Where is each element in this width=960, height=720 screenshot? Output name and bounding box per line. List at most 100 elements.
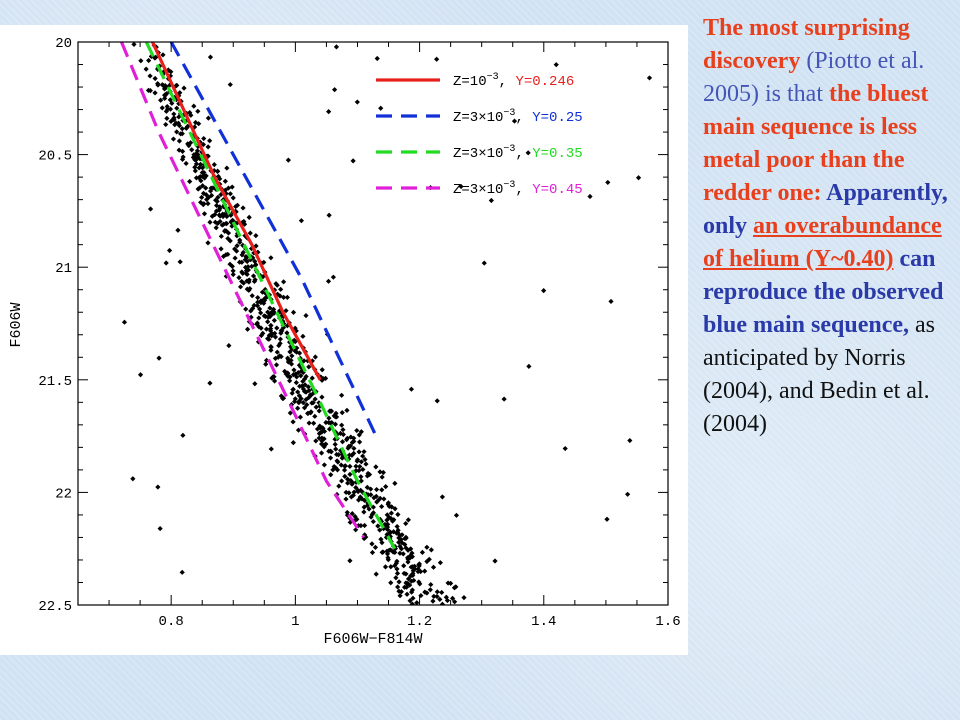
- star-point: [244, 326, 251, 332]
- star-point: [374, 55, 380, 62]
- star-point: [395, 527, 401, 533]
- star-point: [627, 437, 633, 444]
- star-point: [268, 446, 274, 452]
- star-point: [204, 196, 210, 203]
- star-point: [410, 564, 416, 570]
- star-point: [293, 371, 299, 377]
- star-point: [379, 540, 385, 546]
- star-point: [207, 138, 213, 144]
- star-point: [387, 530, 393, 536]
- star-point: [341, 467, 348, 473]
- star-point: [166, 247, 173, 254]
- y-tick-label: 20.5: [38, 149, 72, 165]
- star-point: [306, 388, 312, 394]
- star-point: [185, 141, 191, 147]
- star-point: [358, 459, 364, 465]
- star-point: [299, 368, 305, 374]
- star-point: [227, 238, 233, 244]
- star-point: [265, 314, 271, 320]
- star-point: [392, 480, 398, 486]
- star-point: [363, 461, 369, 467]
- star-point: [458, 183, 464, 190]
- y-tick-label: 21: [55, 261, 72, 277]
- star-point: [189, 147, 195, 153]
- star-point: [422, 589, 428, 595]
- star-point: [386, 503, 392, 509]
- star-point: [335, 452, 342, 458]
- legend: Z=10−3, Y=0.246 Z=3×10−3, Y=0.25 Z=3×10−3,…: [376, 72, 583, 198]
- star-point: [321, 442, 327, 448]
- star-point: [361, 504, 367, 510]
- star-point: [255, 294, 261, 301]
- star-point: [207, 54, 214, 60]
- star-point: [350, 480, 356, 486]
- star-point: [317, 423, 323, 429]
- star-point: [384, 551, 391, 557]
- star-point: [261, 259, 267, 265]
- star-point: [296, 362, 303, 368]
- star-point: [268, 347, 274, 353]
- star-point: [405, 547, 411, 553]
- star-point: [245, 267, 251, 273]
- star-point: [392, 563, 398, 569]
- star-point: [428, 547, 434, 553]
- star-point: [180, 154, 186, 160]
- star-point: [293, 328, 299, 334]
- star-point: [254, 303, 261, 309]
- star-point: [278, 330, 284, 336]
- star-point: [292, 396, 298, 402]
- star-point: [295, 427, 302, 433]
- star-point: [196, 175, 202, 181]
- star-point: [403, 534, 409, 540]
- star-point: [321, 462, 327, 468]
- star-point: [248, 314, 254, 320]
- star-point: [203, 192, 209, 198]
- star-point: [274, 349, 280, 355]
- star-point: [366, 471, 373, 478]
- star-point: [492, 558, 498, 564]
- plot-frame: [77, 41, 669, 606]
- star-point: [349, 452, 355, 458]
- caption-helium-overabundance: an overabundance of helium (Y~0.40): [703, 213, 942, 272]
- star-point: [145, 87, 152, 94]
- star-point: [278, 393, 284, 399]
- star-point: [200, 202, 206, 208]
- star-point: [306, 420, 312, 426]
- star-point: [308, 410, 314, 416]
- star-point: [232, 255, 238, 261]
- star-point: [320, 376, 327, 382]
- star-point: [177, 259, 183, 265]
- star-point: [414, 600, 420, 605]
- star-point: [302, 382, 308, 388]
- star-point: [394, 570, 401, 576]
- star-point: [179, 126, 185, 132]
- star-point: [157, 525, 163, 532]
- star-point: [295, 405, 301, 411]
- star-point: [230, 271, 236, 278]
- star-point: [207, 188, 214, 194]
- star-point: [348, 434, 354, 440]
- star-point: [289, 353, 295, 359]
- star-point: [369, 511, 375, 517]
- star-point: [388, 547, 394, 553]
- star-point: [253, 233, 259, 239]
- star-point: [311, 420, 317, 426]
- star-point: [256, 306, 263, 312]
- star-point: [177, 131, 184, 137]
- star-point: [372, 544, 379, 550]
- star-point: [343, 489, 349, 495]
- star-point: [292, 325, 298, 331]
- star-point: [313, 438, 319, 444]
- star-point: [188, 112, 194, 118]
- star-point: [205, 115, 211, 121]
- star-point: [434, 593, 440, 600]
- star-point: [319, 394, 325, 400]
- star-point: [326, 212, 332, 218]
- star-point: [290, 339, 296, 345]
- star-point: [246, 214, 252, 220]
- star-point: [384, 512, 390, 518]
- star-point: [439, 601, 446, 605]
- star-point: [258, 300, 264, 306]
- star-point: [179, 569, 185, 575]
- star-point: [481, 260, 487, 266]
